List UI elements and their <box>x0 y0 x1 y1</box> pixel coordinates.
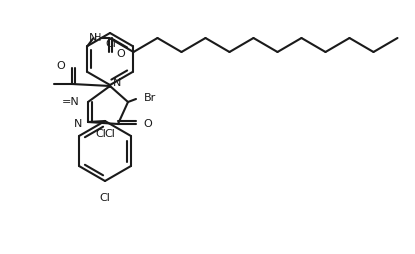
Text: N: N <box>113 78 121 88</box>
Text: Cl: Cl <box>106 39 117 49</box>
Text: O: O <box>56 61 65 71</box>
Text: H: H <box>94 33 101 43</box>
Text: =N: =N <box>62 97 80 107</box>
Text: Cl: Cl <box>100 193 110 203</box>
Text: O: O <box>117 49 125 59</box>
Text: O: O <box>143 119 152 129</box>
Text: Br: Br <box>144 93 156 103</box>
Text: Cl: Cl <box>95 129 106 139</box>
Text: N: N <box>89 33 98 43</box>
Text: N: N <box>73 119 82 129</box>
Text: Cl: Cl <box>104 129 115 139</box>
